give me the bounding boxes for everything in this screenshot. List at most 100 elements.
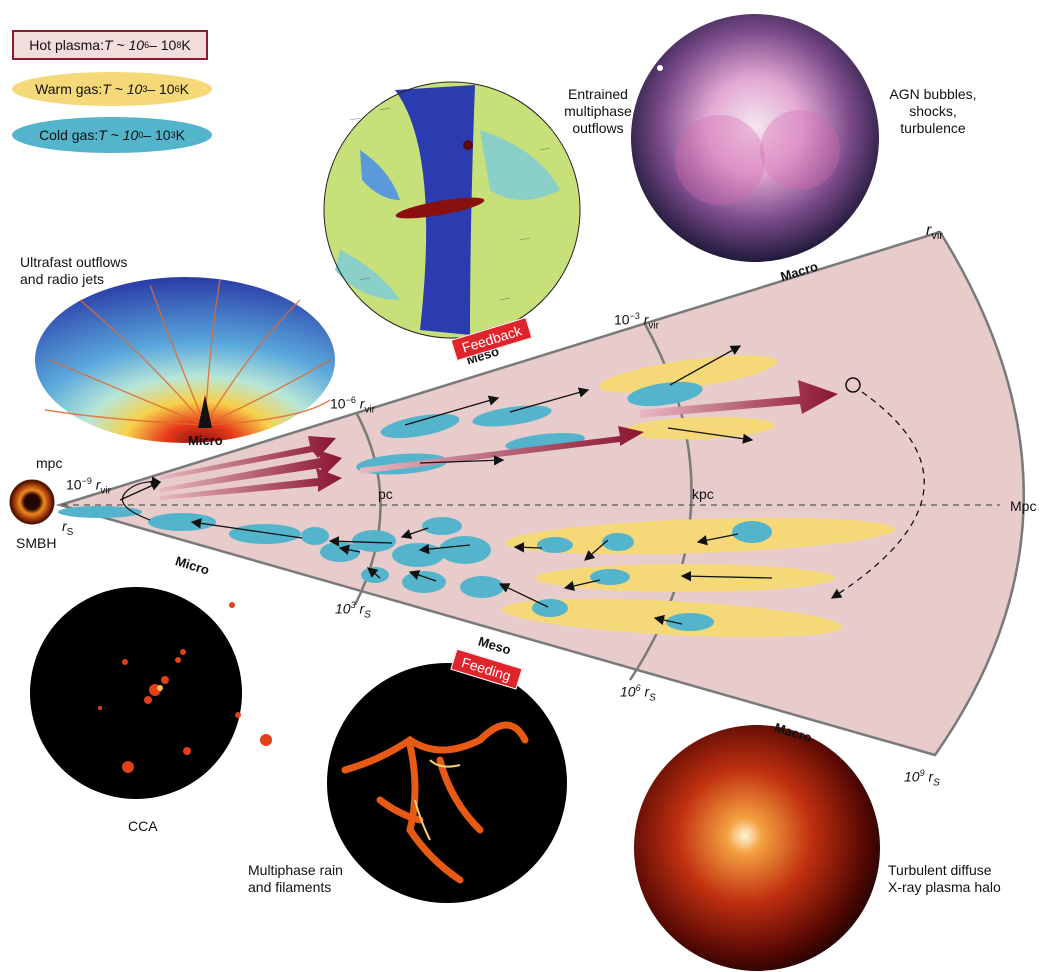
cold-gas-cloud [472,405,552,427]
rain-panel [327,663,567,903]
rvir-sub: vir [931,230,943,243]
cold-gas-cloud [380,413,460,439]
legend-cold-mid: – 10 [143,127,171,143]
legend-hot-label: Hot plasma: [29,37,104,53]
warm-gas-cloud [625,416,775,440]
cold-gas-cloud [392,543,444,567]
caption-halo: Turbulent diffuse X-ray plasma halo [888,862,1001,895]
ultrafast-outflows-panel [35,277,335,443]
legend-cold-exp2: 3 [170,130,176,140]
cold-gas-cloud [590,569,630,585]
ten: 10 [335,600,351,617]
label-rs-origin: rS [62,518,73,541]
rs-sub: S [364,609,371,621]
ten: 10 [904,768,920,785]
exp: 6 [635,683,641,693]
feedback-outflow-arrow [160,436,336,480]
cold-gas-cloud [301,527,329,545]
feedback-outflow-arrow [640,380,838,418]
legend-warm-exp2: 6 [174,84,180,94]
rs-symbol: r [928,768,934,785]
legend-warm-label: Warm gas: [35,81,103,97]
rvir-sub: vir [100,485,111,497]
legend-hot-unit: K [181,37,191,53]
cold-gas-cloud [352,530,396,552]
feedback-outflow-arrow [160,450,342,492]
legend-hot-plasma: Hot plasma: T ~ 10 6 – 10 8 K [12,30,208,60]
accretion-curved-arrow [122,476,162,521]
legend-hot-exp2: 8 [176,40,182,50]
entrained-outflows-panel [323,81,581,339]
label-rvir: rvir [926,222,943,245]
loop-marker-circle [845,377,861,393]
label-rs-3: 103 rS [335,597,371,623]
rs-sub: S [649,692,656,704]
scale-micro-top: Micro [188,433,223,448]
cold-gas-cloud [361,567,389,583]
cca-panel [30,587,272,799]
label-rs-6: 106 rS [620,680,656,706]
legend-cold-range: T ~ 10 [98,127,139,143]
rs-symbol: r [359,600,365,617]
agn-bubbles-panel [631,14,879,262]
legend-hot-mid: – 10 [149,37,177,53]
label-pc: pc [378,486,393,502]
exp: 9 [919,768,925,778]
cold-gas-cloud [148,513,216,531]
exp: −6 [345,395,356,405]
warm-gas-cloud [535,564,835,592]
caption-agn: AGN bubbles, shocks, turbulence [889,86,977,136]
ten: 10 [620,683,636,700]
ten: 10 [66,476,82,493]
cold-gas-cloud [666,613,714,631]
rvir-symbol: r [926,222,932,239]
cold-gas-cloud [732,521,772,543]
ten: 10 [614,311,630,328]
label-kpc: kpc [692,486,714,502]
legend-cold-unit: K [175,127,185,143]
legend-warm-unit: K [179,81,189,97]
smbh-image [10,480,54,524]
feedback-outflow-arrow [160,468,342,500]
legend-hot-range: T ~ 10 [103,37,145,53]
legend-warm-range: T ~ 10 [102,81,143,97]
halo-panel [634,725,880,971]
cold-gas-cloud [422,517,462,535]
ten: 10 [330,395,346,412]
label-smbh: SMBH [16,535,57,551]
legend-cold-exp1: 0 [138,130,144,140]
label-mpc: mpc [36,455,63,471]
legend-cold-gas: Cold gas: T ~ 10 0 – 10 3 K [12,117,212,153]
caption-ultrafast: Ultrafast outflows and radio jets [20,254,128,287]
cold-gas-cloud [402,571,446,593]
rvir-sub: vir [648,320,659,332]
rvir-sub: vir [364,404,375,416]
label-rvir-m9: 10−9 rvir [66,473,111,499]
exp: 3 [350,600,356,610]
cold-gas-cloud [58,506,142,518]
legend-cold-label: Cold gas: [39,127,99,143]
legend-warm-mid: – 10 [147,81,175,97]
label-rvir-m6: 10−6 rvir [330,392,375,418]
rs-symbol: r [644,683,650,700]
label-rvir-m3: 10−3 rvir [614,308,659,334]
legend-warm-gas: Warm gas: T ~ 10 3 – 10 6 K [12,72,212,106]
exp: −3 [629,311,640,321]
label-rs-9: 109 rS [904,765,940,791]
caption-entrained: Entrained multiphase outflows [564,86,632,136]
caption-rain: Multiphase rain and filaments [248,862,343,895]
warm-gas-cloud [598,355,778,393]
cold-gas-cloud [537,537,573,553]
rvir-symbol: r [95,476,101,493]
legend-warm-exp1: 3 [142,84,148,94]
cold-gas-cloud [229,524,301,544]
dashed-return-arrow [830,391,925,599]
rvir-symbol: r [359,395,365,412]
rvir-symbol: r [643,311,649,328]
caption-cca: CCA [128,818,158,834]
cold-gas-cloud [602,533,634,551]
legend-hot-exp1: 6 [144,40,150,50]
rs-sub: S [66,526,74,538]
cold-gas-cloud [439,536,491,564]
